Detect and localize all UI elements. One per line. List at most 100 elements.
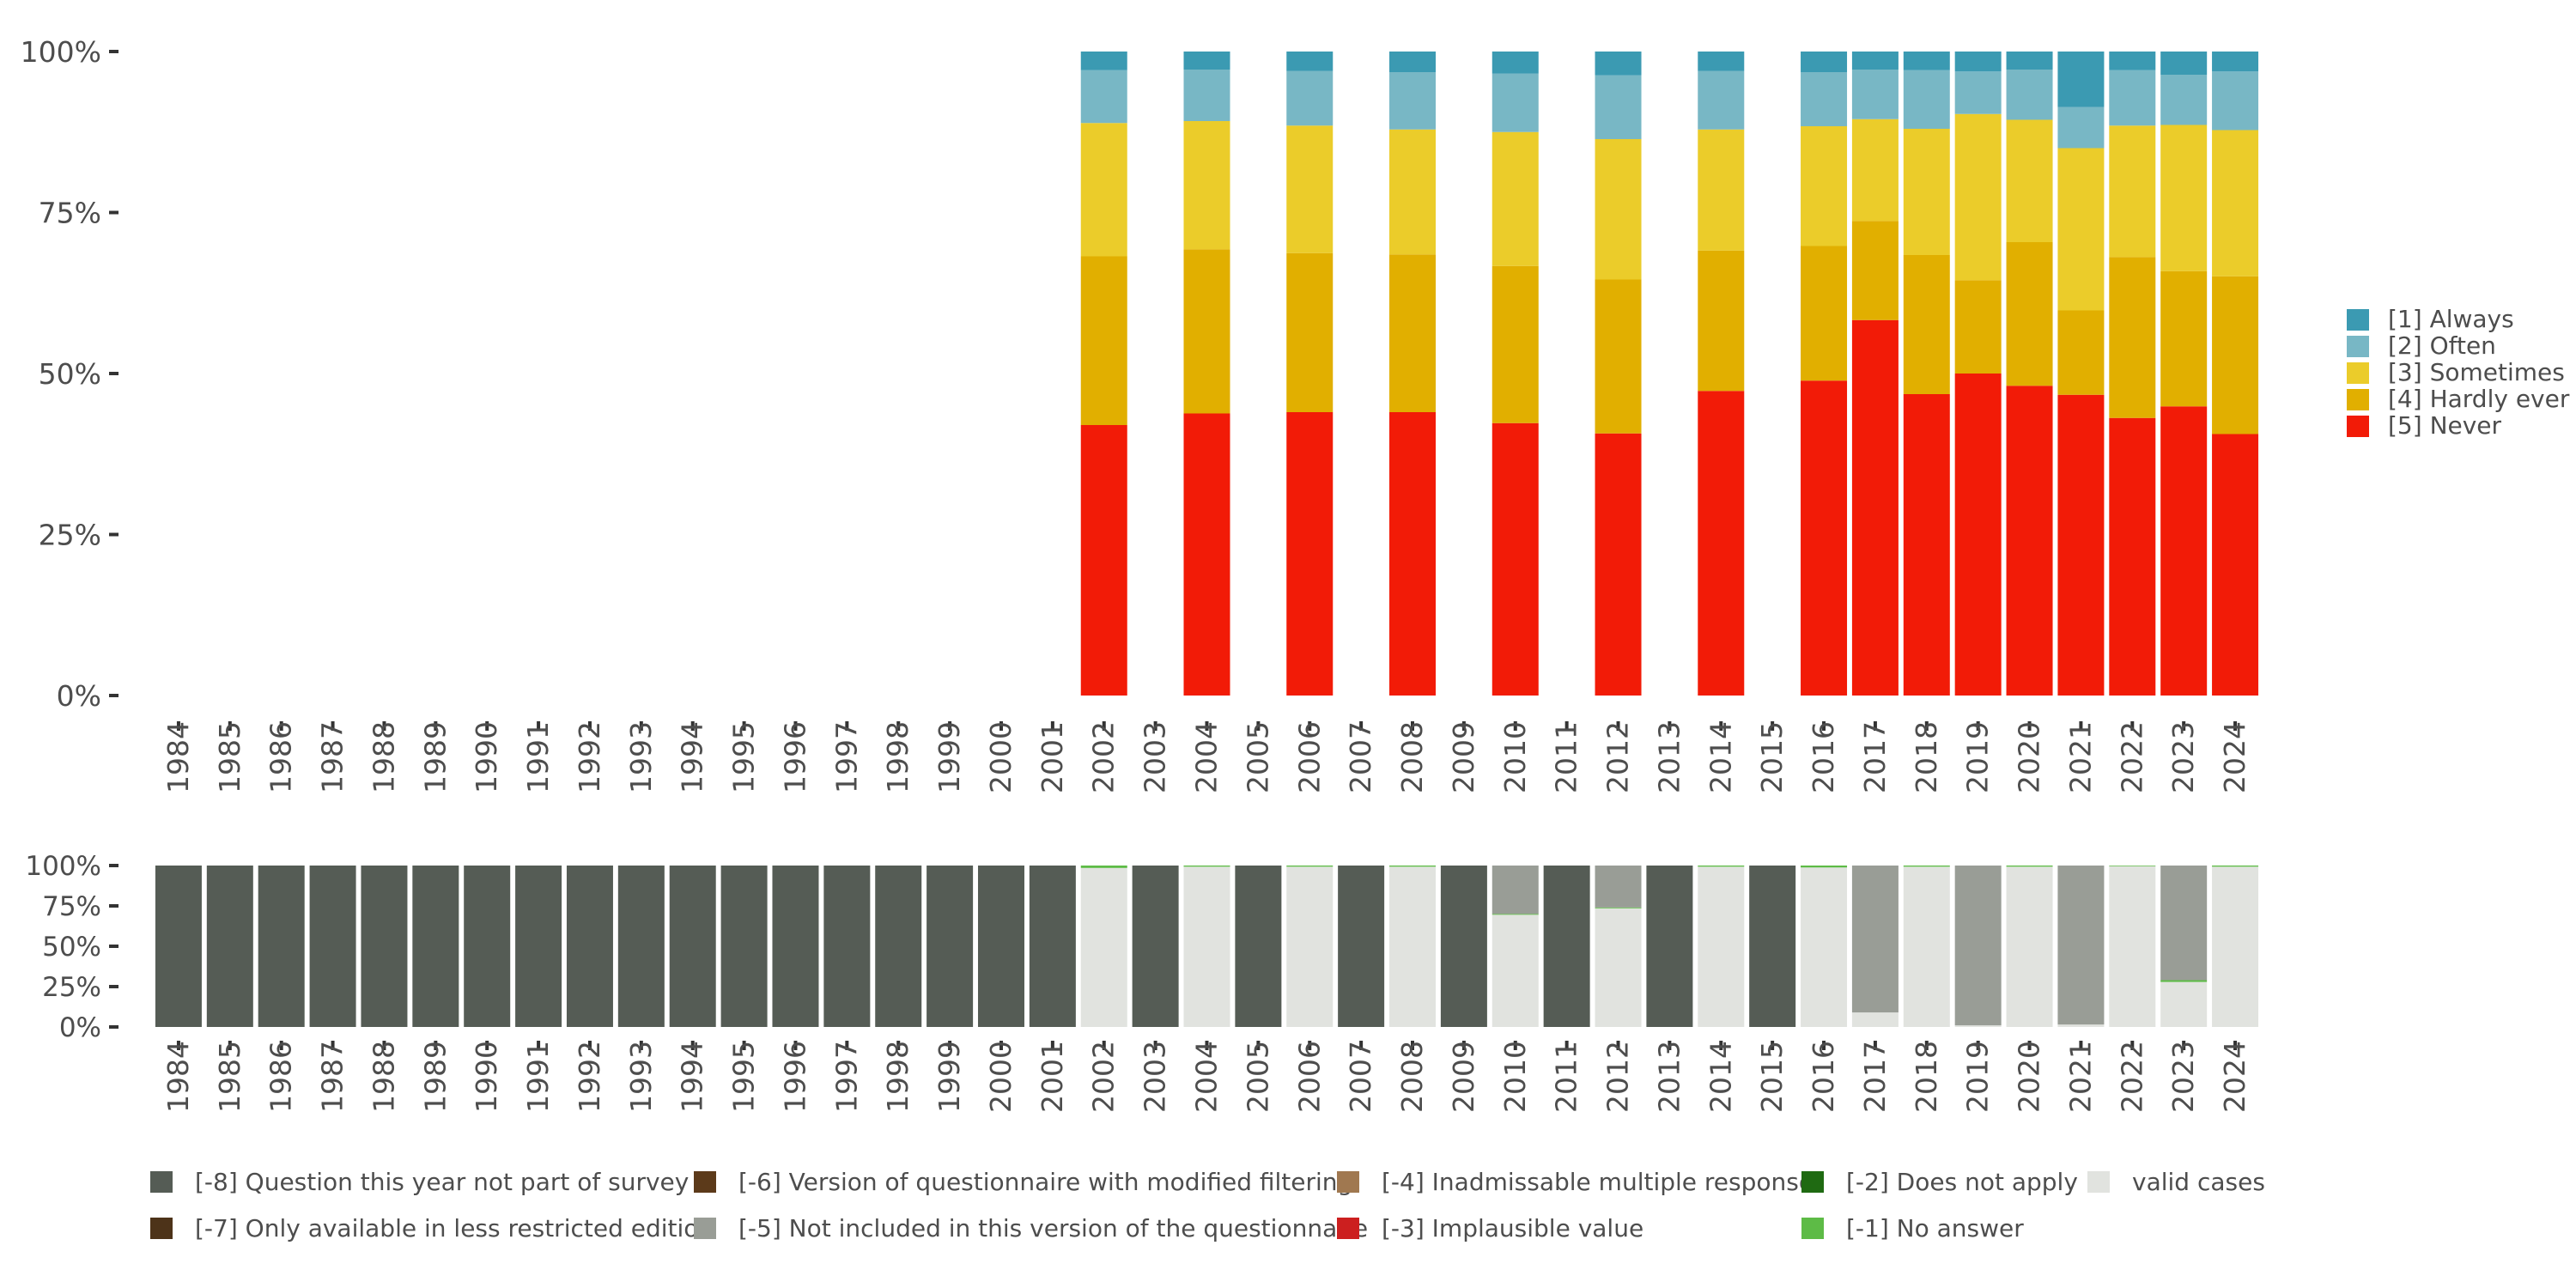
bottom-chart-bar-valid-cases-2017 [1851,1012,1899,1027]
bottom-chart-x-tick-label: 2002 [1087,1041,1121,1113]
bottom-chart-bar-8-question-this-year-not-part-of-survey-1995 [720,866,768,1027]
top-chart-bar-3-sometimes-2014 [1698,129,1745,251]
bottom-chart-bar-8-question-this-year-not-part-of-survey-1984 [155,866,202,1027]
top-chart-bar-5-never-2023 [2160,406,2208,696]
top-chart-bar-3-sometimes-2019 [1954,113,2002,281]
legend-swatch-4-inadmissable-multiple-response [1337,1171,1359,1193]
bottom-chart-bar-valid-cases-2023 [2160,981,2208,1027]
top-chart-bar-3-sometimes-2018 [1903,129,1950,255]
top-chart-x-tick-label: 2019 [1961,721,1995,793]
top-chart-bar-4-hardly-ever-2012 [1595,279,1642,434]
top-chart-bar-1-always-2018 [1903,52,1950,70]
top-chart-bar-3-sometimes-2002 [1080,123,1127,257]
bottom-chart-x-tick-label: 2022 [2115,1041,2148,1113]
legend-label-5-not-included-in-this-version-of-the-questionnaire: [-5] Not included in this version of the… [738,1214,1368,1242]
top-chart-x-tick-label: 2004 [1190,721,1224,793]
top-chart-x-tick-label: 2017 [1858,721,1892,793]
top-chart-bar-2-often-2006 [1286,70,1334,126]
top-chart-bar-3-sometimes-2021 [2057,148,2105,311]
bottom-chart-x-tick-label: 1992 [573,1041,606,1113]
top-chart-x-tick-label: 1992 [573,721,606,793]
bottom-chart-bar-8-question-this-year-not-part-of-survey-1991 [515,866,562,1027]
top-chart-bar-3-sometimes-2006 [1286,125,1334,253]
top-chart-bar-1-always-2016 [1801,52,1848,72]
bottom-chart-bar-8-question-this-year-not-part-of-survey-2007 [1338,866,1385,1027]
top-chart-bar-1-always-2019 [1954,52,2002,72]
bottom-chart-x-tick-label: 1991 [521,1041,555,1113]
bottom-chart-y-tick-label: 75% [42,891,101,922]
top-chart-bar-4-hardly-ever-2016 [1801,246,1848,381]
bottom-chart-x-tick-label: 2023 [2166,1041,2200,1113]
bottom-chart-bar-8-question-this-year-not-part-of-survey-2005 [1235,866,1282,1027]
legend-swatch-4-hardly-ever [2347,389,2369,410]
top-chart-bar-4-hardly-ever-2024 [2212,276,2259,434]
top-chart-bar-3-sometimes-2017 [1851,118,1899,222]
bottom-chart-bar-8-question-this-year-not-part-of-survey-1986 [258,866,305,1027]
bottom-chart-legend: [-8] Question this year not part of surv… [150,1168,2265,1242]
top-chart-x-tick-label: 2011 [1550,721,1583,793]
bottom-chart-bar-8-question-this-year-not-part-of-survey-1989 [412,866,459,1027]
bottom-chart-bar-8-question-this-year-not-part-of-survey-1999 [927,866,974,1027]
top-chart-y-tick-label: 100% [21,35,101,69]
bottom-chart-x-tick-label: 2003 [1139,1041,1172,1113]
top-chart-y-tick-label: 0% [57,679,101,713]
top-chart-bar-5-never-2024 [2212,434,2259,696]
bottom-chart-x-tick-label: 1995 [727,1041,761,1113]
top-chart-x-tick-label: 2020 [2013,721,2046,793]
bottom-chart-bar-5-not-included-in-this-version-of-the-questionnaire-2021 [2057,866,2105,1025]
top-chart-x-tick-label: 2006 [1292,721,1326,793]
bottom-chart-bar-5-not-included-in-this-version-of-the-questionnaire-2019 [1954,866,2002,1026]
bottom-chart-bar-8-question-this-year-not-part-of-survey-1988 [361,866,408,1027]
bottom-chart-x-tick-label: 1984 [161,1041,195,1113]
top-chart-bar-1-always-2020 [2006,52,2053,70]
top-chart-bar-1-always-2012 [1595,52,1642,76]
top-chart-x-tick-label: 1990 [470,721,503,793]
top-chart-x-tick-label: 2005 [1241,721,1274,793]
bottom-chart-x-tick-label: 2011 [1550,1041,1583,1113]
bottom-chart-y-tick-label: 100% [25,851,101,882]
top-chart-bar-5-never-2020 [2006,386,2053,696]
bottom-chart-x-tick-label: 1998 [881,1041,914,1113]
top-chart-bar-3-sometimes-2016 [1801,126,1848,246]
bottom-chart-bar-valid-cases-2004 [1183,866,1230,1027]
bottom-chart-bar-1-no-answer-2023 [2160,980,2208,982]
bottom-chart-bar-5-not-included-in-this-version-of-the-questionnaire-2012 [1595,866,1642,908]
legend-swatch-3-sometimes [2347,362,2369,384]
top-chart-bar-5-never-2012 [1595,433,1642,696]
bottom-chart-bar-valid-cases-2019 [1954,1025,2002,1027]
bottom-chart-bar-8-question-this-year-not-part-of-survey-1994 [669,866,716,1027]
bottom-chart-bar-8-question-this-year-not-part-of-survey-1996 [772,866,819,1027]
legend-label-2-does-not-apply: [-2] Does not apply [1846,1168,2078,1196]
bottom-chart-bar-valid-cases-2014 [1698,866,1745,1027]
top-chart-bar-5-never-2006 [1286,412,1334,696]
top-chart-bar-5-never-2022 [2109,417,2156,696]
legend-label-5-never: [5] Never [2388,411,2502,440]
bottom-chart-x-tick-label: 1986 [264,1041,298,1113]
top-chart-bar-3-sometimes-2022 [2109,125,2156,258]
top-chart-bar-1-always-2004 [1183,52,1230,70]
top-chart-bar-2-often-2010 [1492,73,1539,132]
top-chart-y-tick-label: 75% [39,196,101,229]
top-chart-bar-4-hardly-ever-2008 [1389,254,1437,412]
top-chart-bar-5-never-2014 [1698,391,1745,696]
top-chart-bar-5-never-2019 [1954,374,2002,696]
top-chart-y-tick-label: 50% [39,357,101,391]
top-chart-bar-4-hardly-ever-2018 [1903,255,1950,394]
top-chart-bar-1-always-2010 [1492,52,1539,74]
bottom-chart-bar-valid-cases-2022 [2109,866,2156,1027]
legend-swatch-7-only-available-in-less-restricted-edition [150,1218,173,1239]
top-chart-x-tick-label: 2002 [1087,721,1121,793]
legend-swatch-1-always [2347,309,2369,331]
bottom-chart-x-tick-label: 2020 [2013,1041,2046,1113]
bottom-chart-x-tick-label: 2008 [1395,1041,1429,1113]
bottom-chart-bar-5-not-included-in-this-version-of-the-questionnaire-2010 [1492,866,1539,914]
top-chart-x-tick-label: 2016 [1807,721,1840,793]
bottom-chart-y-tick-label: 50% [42,932,101,963]
top-chart-bar-4-hardly-ever-2014 [1698,250,1745,392]
legend-label-1-no-answer: [-1] No answer [1846,1214,2024,1242]
top-chart-bar-5-never-2016 [1801,380,1848,696]
top-chart-bar-4-hardly-ever-2021 [2057,310,2105,395]
top-chart-bar-5-never-2004 [1183,413,1230,696]
top-chart-bar-1-always-2008 [1389,52,1437,72]
